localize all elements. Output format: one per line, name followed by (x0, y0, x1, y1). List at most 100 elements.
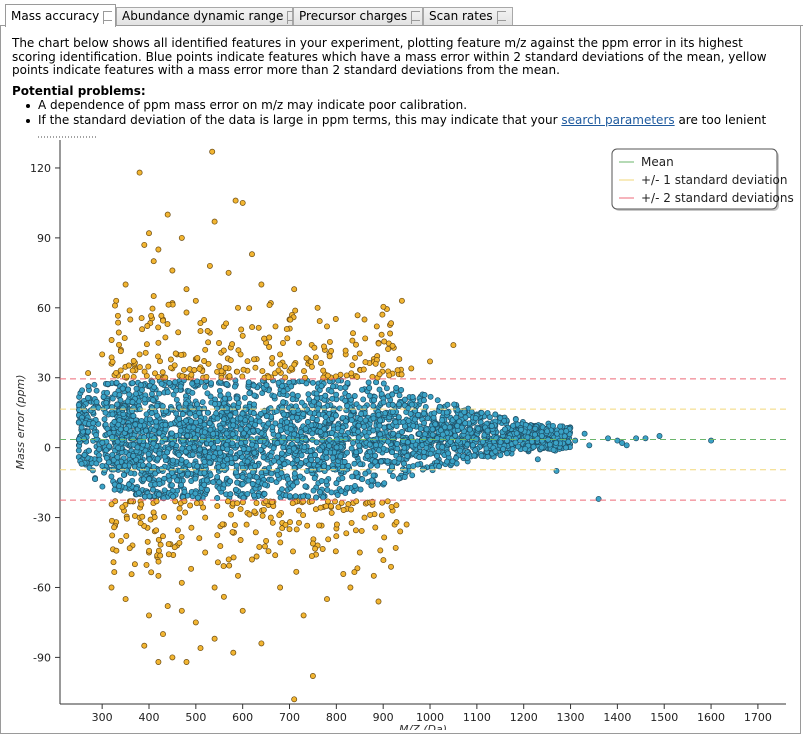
data-point-within (454, 406, 461, 413)
data-point-within (446, 424, 453, 431)
data-point-within (263, 413, 270, 420)
data-point-within (479, 438, 486, 445)
data-point-within (708, 437, 715, 444)
data-point-outside (255, 324, 262, 331)
x-tick-label: 500 (185, 711, 206, 724)
data-point-outside (214, 503, 221, 510)
data-point-outside (317, 504, 324, 511)
data-point-outside (192, 619, 199, 626)
data-point-within (90, 405, 97, 412)
data-point-within (229, 431, 236, 438)
data-point-outside (251, 508, 258, 515)
data-point-outside (314, 304, 321, 311)
data-point-outside (85, 370, 92, 377)
data-point-outside (143, 561, 150, 568)
data-point-within (464, 441, 471, 448)
data-point-within (512, 416, 519, 423)
x-tick-label: 1100 (463, 711, 491, 724)
data-point-within (126, 391, 133, 398)
data-point-within (497, 415, 504, 422)
tab-label: Mass accuracy (11, 9, 100, 23)
data-point-within (182, 448, 189, 455)
data-point-within (257, 410, 264, 417)
tab-scan-rates[interactable]: Scan rates (423, 7, 513, 25)
search-parameters-link[interactable]: search parameters (561, 113, 675, 127)
data-point-outside (263, 537, 270, 544)
data-point-within (206, 459, 213, 466)
data-point-outside (151, 514, 158, 521)
data-point-outside (266, 302, 273, 309)
tab-label: Precursor charges (299, 9, 408, 23)
data-point-within (364, 453, 371, 459)
data-point-within (101, 416, 108, 423)
data-point-within (280, 399, 287, 406)
data-point-outside (252, 364, 259, 371)
data-point-within (441, 424, 448, 431)
data-point-outside (176, 505, 183, 512)
data-point-within (447, 438, 454, 445)
data-point-outside (244, 358, 251, 365)
data-point-outside (108, 337, 115, 343)
data-point-outside (379, 311, 386, 318)
data-point-within (229, 440, 236, 447)
problem-text-end: are too lenient (674, 113, 767, 127)
tab-abundance-dynamic-range[interactable]: Abundance dynamic range (116, 7, 297, 25)
data-point-outside (160, 533, 166, 540)
data-point-within (146, 416, 153, 423)
data-point-outside (144, 538, 151, 545)
data-point-within (546, 441, 553, 448)
data-point-within (146, 493, 153, 500)
tab-precursor-charges[interactable]: Precursor charges (293, 7, 423, 25)
data-point-outside (388, 320, 395, 327)
data-point-outside (200, 504, 207, 511)
data-point-within (194, 494, 201, 501)
tab-panel (0, 26, 801, 734)
data-point-outside (149, 305, 156, 312)
data-point-within (561, 433, 568, 440)
data-point-outside (333, 533, 340, 540)
data-point-outside (266, 334, 273, 341)
data-point-outside (192, 297, 199, 304)
data-point-outside (380, 557, 387, 564)
data-point-within (330, 466, 337, 473)
data-point-outside (179, 373, 186, 380)
data-point-within (189, 389, 196, 396)
data-point-within (423, 426, 430, 433)
data-point-outside (225, 556, 232, 563)
data-point-outside (137, 520, 144, 527)
tab-mass-accuracy[interactable]: Mass accuracy (5, 4, 116, 27)
data-point-within (377, 431, 384, 438)
data-point-within (179, 411, 186, 418)
data-point-within (553, 467, 560, 474)
data-point-within (114, 454, 121, 461)
data-point-outside (223, 320, 230, 327)
data-point-outside (276, 531, 283, 538)
data-point-within (224, 456, 231, 463)
data-point-outside (252, 529, 259, 536)
data-point-within (290, 408, 297, 415)
data-point-within (380, 380, 387, 387)
data-point-outside (362, 335, 369, 342)
data-point-within (472, 415, 479, 422)
data-point-within (217, 449, 223, 456)
data-point-within (120, 405, 126, 412)
data-point-outside (178, 351, 185, 358)
data-point-within (389, 463, 395, 470)
data-point-within (244, 490, 251, 497)
data-point-outside (392, 544, 399, 551)
data-point-within (151, 384, 158, 391)
data-point-within (357, 416, 364, 423)
data-point-within (177, 427, 184, 434)
data-point-within (492, 448, 499, 455)
data-point-within (395, 432, 402, 439)
data-point-outside (293, 526, 300, 533)
data-point-within (522, 445, 529, 452)
data-point-within (233, 486, 239, 493)
data-point-outside (393, 519, 400, 526)
data-point-within (313, 439, 320, 446)
data-point-within (427, 450, 434, 457)
data-point-within (90, 420, 97, 427)
data-point-outside (211, 635, 218, 642)
data-point-within (240, 446, 247, 452)
data-point-outside (109, 358, 116, 365)
